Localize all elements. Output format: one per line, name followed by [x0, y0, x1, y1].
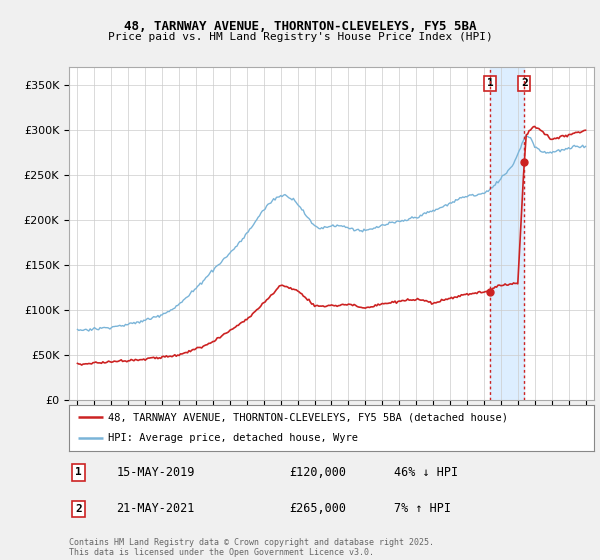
Text: 1: 1	[487, 78, 494, 88]
Text: HPI: Average price, detached house, Wyre: HPI: Average price, detached house, Wyre	[109, 433, 358, 444]
Text: 2: 2	[75, 504, 82, 514]
Text: £120,000: £120,000	[290, 466, 347, 479]
Text: 48, TARNWAY AVENUE, THORNTON-CLEVELEYS, FY5 5BA (detached house): 48, TARNWAY AVENUE, THORNTON-CLEVELEYS, …	[109, 412, 508, 422]
Bar	[490, 67, 524, 400]
Text: 48, TARNWAY AVENUE, THORNTON-CLEVELEYS, FY5 5BA: 48, TARNWAY AVENUE, THORNTON-CLEVELEYS, …	[124, 20, 476, 32]
Text: 7% ↑ HPI: 7% ↑ HPI	[395, 502, 452, 515]
Text: 2: 2	[521, 78, 527, 88]
Text: 15-MAY-2019: 15-MAY-2019	[116, 466, 194, 479]
Text: Contains HM Land Registry data © Crown copyright and database right 2025.
This d: Contains HM Land Registry data © Crown c…	[69, 538, 434, 557]
Text: 46% ↓ HPI: 46% ↓ HPI	[395, 466, 458, 479]
Text: £265,000: £265,000	[290, 502, 347, 515]
Text: Price paid vs. HM Land Registry's House Price Index (HPI): Price paid vs. HM Land Registry's House …	[107, 32, 493, 42]
Text: 1: 1	[75, 468, 82, 478]
Text: 21-MAY-2021: 21-MAY-2021	[116, 502, 194, 515]
